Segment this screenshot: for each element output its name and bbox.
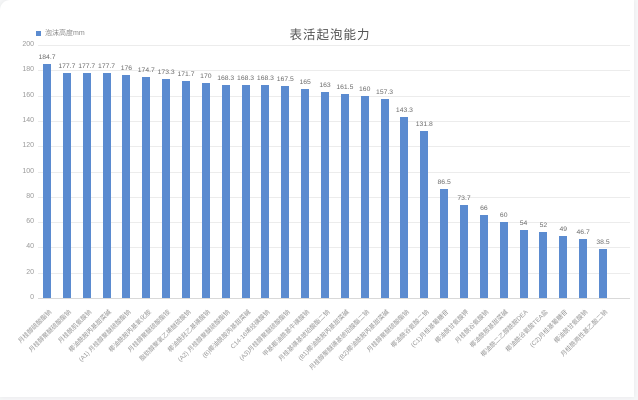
bar-value-label: 160 — [359, 85, 371, 93]
bar-value-label: 177.7 — [98, 63, 116, 71]
bar — [102, 73, 111, 298]
bar-value-label: 157.3 — [376, 89, 394, 96]
y-tick-label: 0 — [30, 294, 34, 301]
bar — [162, 78, 171, 298]
y-tick-label: 140 — [22, 116, 34, 124]
bar-value-label: 168.3 — [237, 75, 255, 83]
bar-value-label: 49 — [559, 226, 568, 233]
bar — [519, 229, 528, 298]
bar — [539, 232, 548, 298]
bar-value-label: 46.7 — [576, 228, 590, 236]
bar-value-label: 38.5 — [596, 239, 610, 247]
bar-value-label: 184.7 — [38, 54, 56, 62]
bar-value-label: 173.3 — [157, 68, 175, 76]
bar-value-label: 73.7 — [457, 194, 471, 202]
y-tick-label: 200 — [22, 41, 34, 48]
y-tick-label: 160 — [22, 91, 34, 99]
y-grid-line — [38, 95, 630, 97]
y-grid-line — [38, 272, 630, 274]
bar-value-label: 170 — [200, 72, 212, 80]
bar-value-label: 52 — [539, 222, 548, 230]
bar — [440, 188, 449, 298]
bar-value-label: 161.5 — [336, 83, 354, 91]
y-tick-label: 20 — [26, 268, 34, 276]
bar — [241, 85, 250, 298]
bar-value-label: 177.7 — [58, 63, 76, 71]
bar-value-label: 168.3 — [217, 75, 235, 83]
bar — [479, 214, 488, 298]
bar — [380, 99, 389, 298]
legend-swatch-icon — [36, 30, 41, 36]
bar — [182, 80, 190, 298]
y-tick-label: 180 — [22, 66, 34, 74]
bar — [122, 75, 131, 298]
bar — [82, 73, 91, 298]
y-grid-line — [38, 171, 630, 173]
bar-value-label: 131.8 — [415, 121, 433, 129]
bar — [460, 204, 468, 298]
bar-value-label: 54 — [519, 219, 528, 227]
bar-value-label: 168.3 — [256, 75, 274, 83]
bar — [301, 89, 310, 298]
y-grid-line — [38, 45, 630, 46]
legend-label: 泡沫高度mm — [45, 30, 85, 37]
bar — [62, 73, 71, 298]
bar — [321, 91, 329, 298]
legend: 泡沫高度mm — [36, 28, 85, 38]
y-tick-label: 100 — [22, 167, 34, 175]
y-tick-label: 80 — [26, 192, 34, 200]
bar — [400, 116, 409, 298]
bar-value-label: 163 — [319, 81, 331, 89]
bar — [261, 85, 270, 298]
bar-value-label: 86.5 — [437, 178, 451, 186]
bar — [559, 236, 568, 298]
bar-value-label: 177.7 — [78, 63, 96, 71]
y-grid-line — [38, 70, 630, 72]
bar-value-label: 176 — [120, 65, 133, 73]
bar — [281, 86, 290, 298]
bar — [142, 77, 151, 298]
bar — [360, 95, 369, 298]
y-grid-line — [38, 196, 630, 198]
y-grid-line — [38, 222, 630, 224]
bar-value-label: 167.5 — [276, 76, 294, 84]
bar — [340, 93, 349, 298]
chart-title: 表活起泡能力 — [289, 28, 371, 42]
bar-value-label: 171.7 — [177, 70, 195, 78]
y-grid-line — [38, 120, 630, 122]
y-grid-line — [38, 247, 630, 249]
bar — [201, 82, 210, 298]
bar — [221, 85, 230, 298]
bar-value-label: 143.3 — [395, 106, 413, 114]
x-axis-line — [38, 298, 630, 299]
bar-value-label: 66 — [480, 204, 488, 212]
y-tick-label: 40 — [26, 243, 34, 251]
bar — [579, 238, 588, 298]
bar-value-label: 174.7 — [137, 67, 155, 74]
bar — [499, 222, 508, 298]
y-tick-label: 60 — [26, 218, 34, 226]
bar — [420, 131, 429, 298]
bar — [599, 249, 607, 298]
bar-value-label: 165 — [299, 79, 311, 87]
y-grid-line — [38, 146, 630, 148]
bar-value-label: 60 — [499, 212, 508, 220]
bar — [43, 64, 51, 298]
y-tick-label: 120 — [22, 142, 34, 150]
